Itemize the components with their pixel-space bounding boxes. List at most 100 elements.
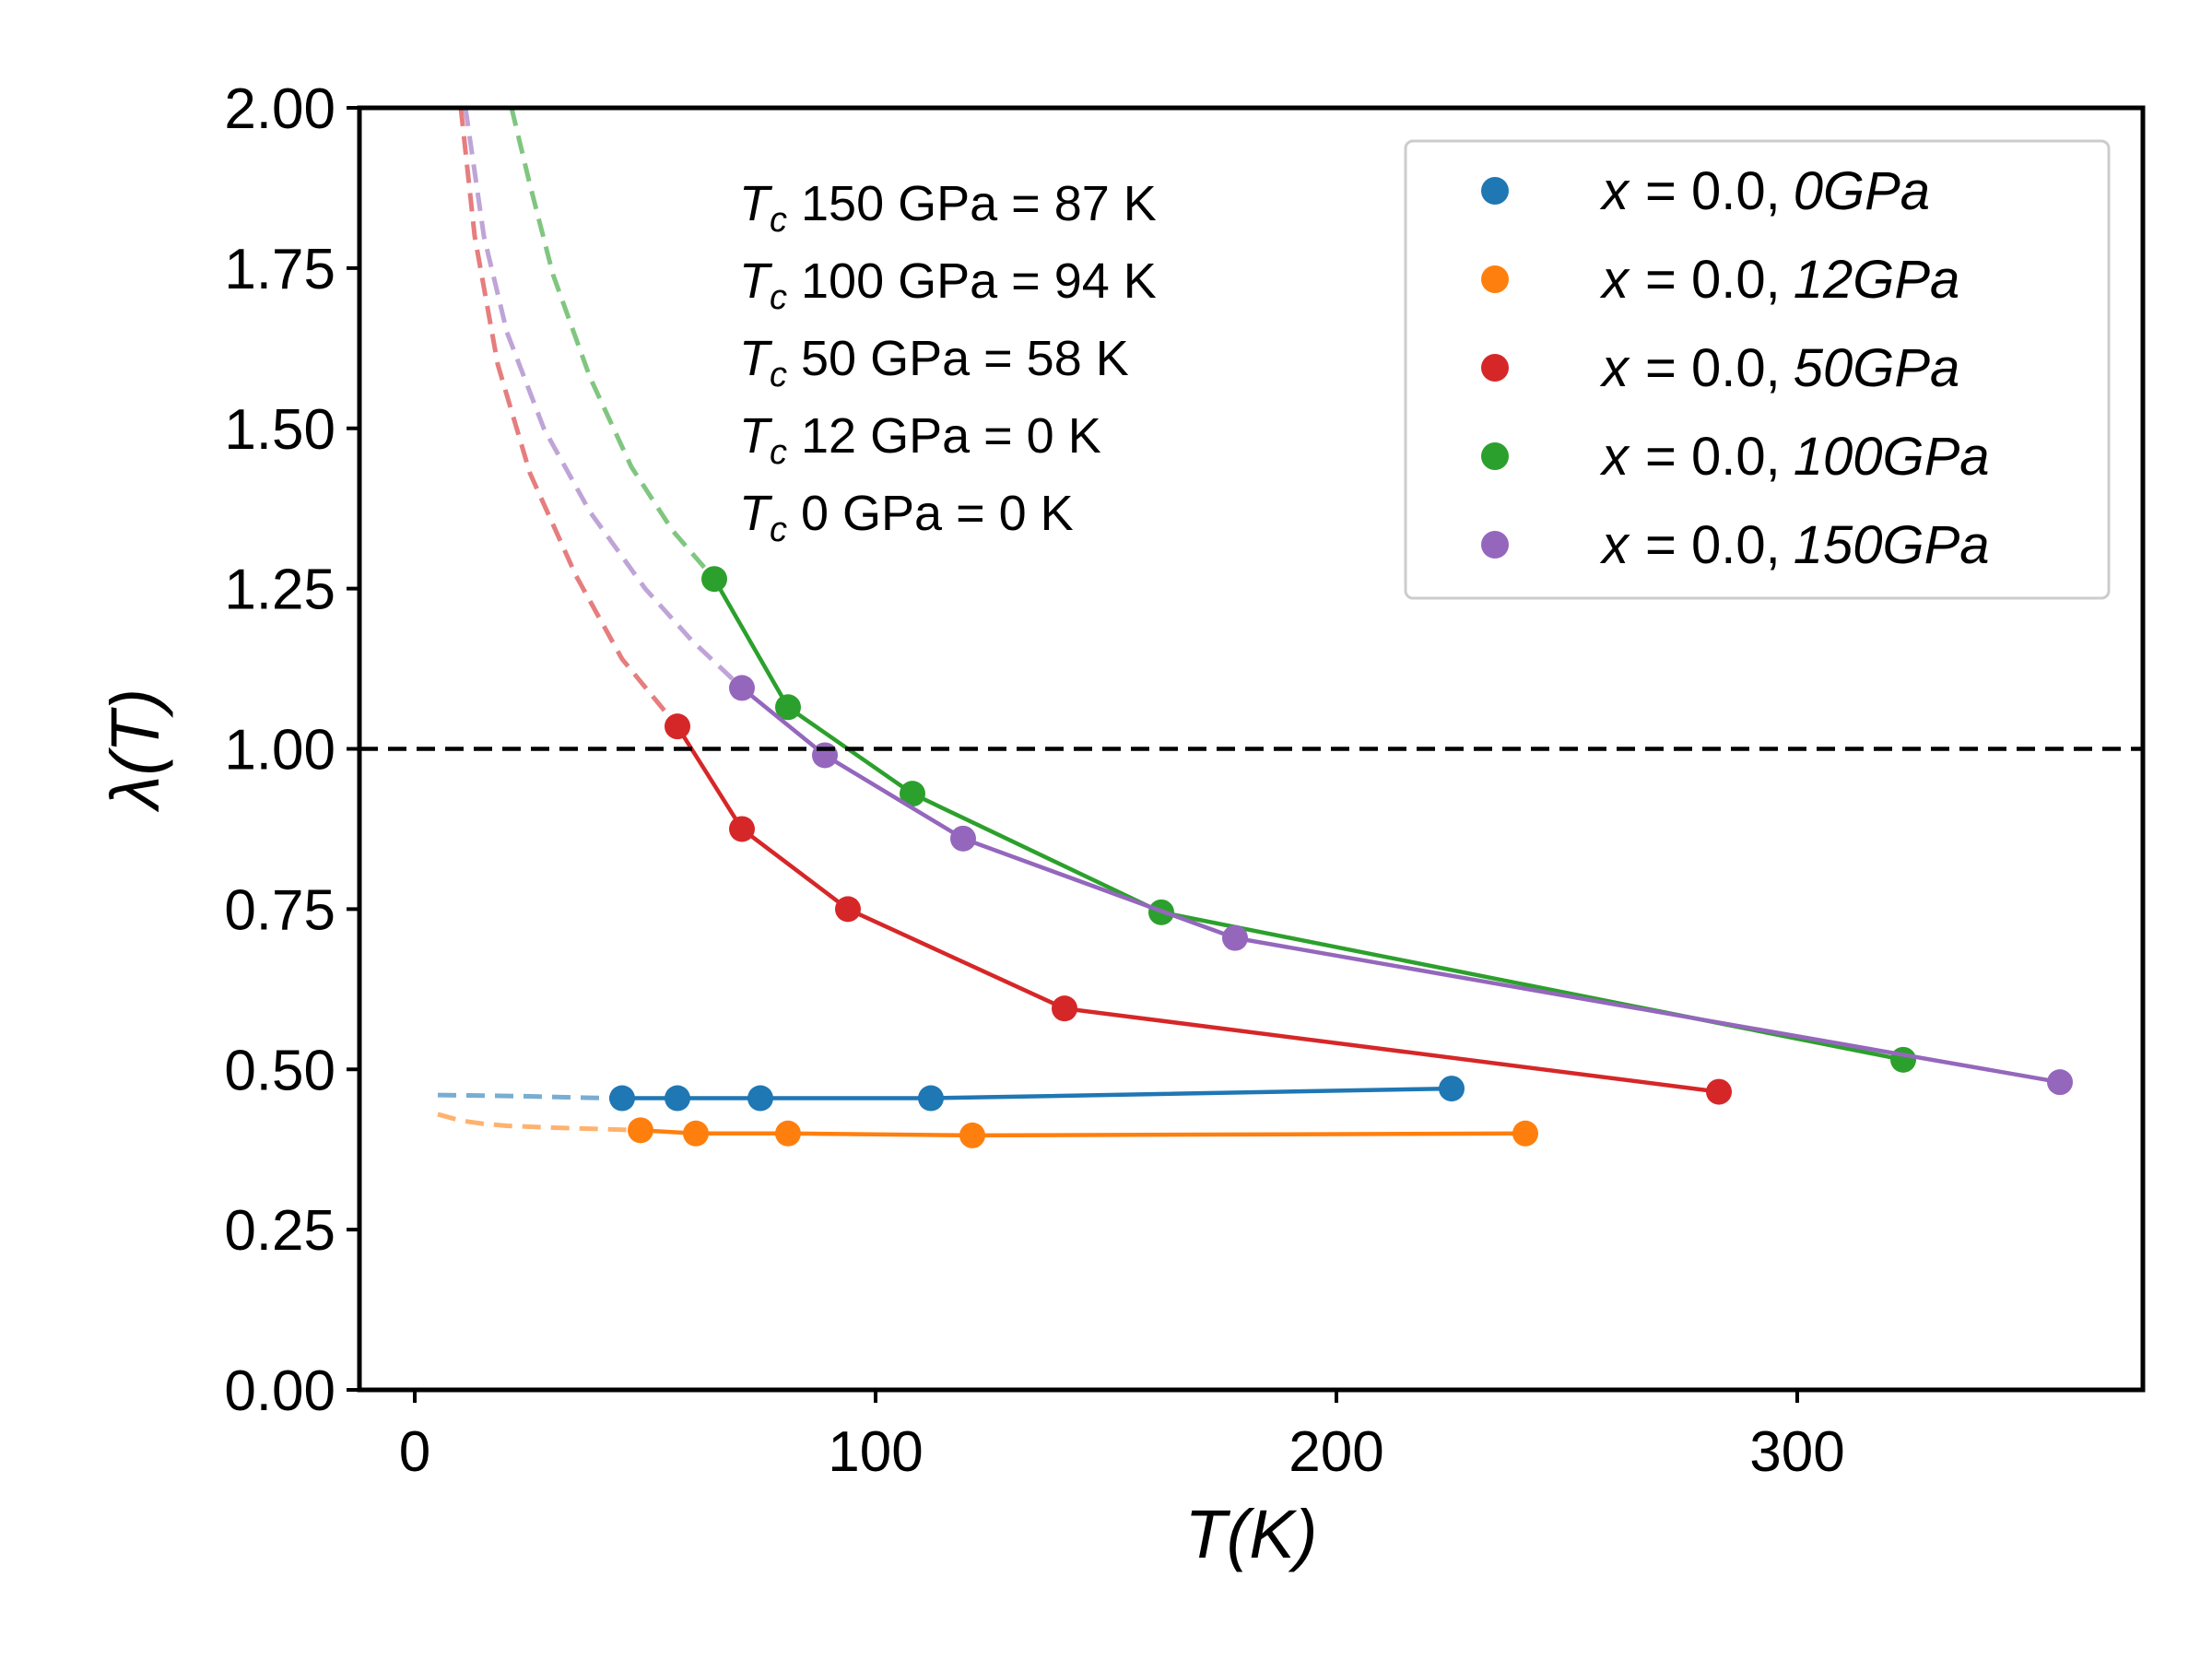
legend-marker [1481,354,1509,382]
y-tick-label: 0.25 [224,1199,335,1263]
data-point [1512,1120,1538,1147]
legend-label: x = 0.0, 0GPa [1599,161,1930,221]
legend-pressure: 0GPa [1794,161,1930,221]
series-x-0-0-0gpa [437,1076,1465,1112]
data-point [665,713,690,740]
x-tick-label: 200 [1288,1420,1383,1484]
tc-annotation: Tc 12 GPa = 0 K [739,408,1101,472]
legend-label: x = 0.0, 50GPa [1599,338,1959,398]
legend-var: x [1599,161,1630,221]
legend-var: x [1599,427,1630,487]
plot-series [359,107,2143,1148]
legend-pressure: 100GPa [1794,427,1990,487]
x-tick-label: 300 [1749,1420,1844,1484]
legend-pressure: 150GPa [1794,515,1990,575]
data-point [1706,1078,1732,1105]
legend-item: x = 0.0, 50GPa [1481,338,1959,398]
legend-label: x = 0.0, 150GPa [1599,515,1990,575]
legend-marker [1481,442,1509,470]
data-point [747,1085,773,1112]
y-axis-ticks: 0.00 0.25 0.50 0.75 1.00 1.25 1.50 1.75 2.00 [224,77,359,1423]
annotation-symbol: T [739,408,773,464]
series-x-0-0-100gpa [509,107,1916,1073]
data-point [729,816,755,842]
data-point [950,825,976,852]
data-point [900,781,925,807]
tc-annotation: Tc 50 GPa = 58 K [739,331,1129,394]
x-tick-label: 0 [399,1420,430,1484]
annotation-value: 150 GPa = 87 K [787,176,1157,231]
y-axis-label: λ(T) [97,688,173,813]
annotation-value: 100 GPa = 94 K [787,253,1157,309]
legend-eq: = 0.0, [1645,338,1781,398]
data-point [683,1120,709,1147]
annotation-subscript: c [770,356,787,394]
tc-annotations: Tc 150 GPa = 87 KTc 100 GPa = 94 KTc 50 … [739,176,1157,549]
legend-var: x [1599,515,1630,575]
legend-marker [1481,265,1509,293]
data-point [609,1085,635,1112]
annotation-subscript: c [770,433,787,472]
annotation-symbol: T [739,253,773,309]
data-point [729,675,755,701]
x-axis-ticks: 0 100 200 300 [399,1390,1845,1484]
data-point [812,742,838,769]
series-x-0-0-50gpa [458,107,1732,1105]
legend-item: x = 0.0, 100GPa [1481,427,1990,487]
y-tick-label: 1.25 [224,559,335,622]
legend-box [1404,139,2111,600]
data-point [1052,995,1077,1022]
legend-item: x = 0.0, 150GPa [1481,515,1990,575]
annotation-value: 0 GPa = 0 K [787,486,1074,541]
annotation-subscript: c [770,511,787,549]
legend-label: x = 0.0, 100GPa [1599,427,1990,487]
legend-eq: = 0.0, [1645,515,1781,575]
annotation-symbol: T [739,331,773,386]
legend-eq: = 0.0, [1645,250,1781,310]
tc-annotation: Tc 100 GPa = 94 K [739,253,1157,317]
data-point [959,1122,985,1148]
legend-var: x [1599,338,1630,398]
data-point [1439,1076,1465,1102]
x-axis-label: T(K) [1185,1496,1318,1572]
legend-eq: = 0.0, [1645,427,1781,487]
data-point [775,1120,801,1147]
legend-pressure: 12GPa [1794,250,1960,310]
y-tick-label: 0.00 [224,1359,335,1423]
legend-marker [1481,177,1509,205]
legend-var: x [1599,250,1630,310]
extrapolation-curve [437,1112,641,1133]
data-point [835,896,861,923]
data-point [2047,1069,2073,1096]
annotation-value: 12 GPa = 0 K [787,408,1101,464]
data-point [701,566,727,593]
y-tick-label: 1.75 [224,238,335,301]
data-point [665,1085,690,1112]
annotation-symbol: T [739,486,773,541]
tc-annotation: Tc 150 GPa = 87 K [739,176,1157,240]
data-point [628,1117,653,1144]
extrapolation-curve [458,107,679,728]
y-tick-label: 0.50 [224,1039,335,1102]
annotation-subscript: c [770,278,787,317]
extrapolation-curve [463,107,744,690]
y-tick-label: 0.75 [224,878,335,942]
data-point [1222,924,1248,951]
y-tick-label: 2.00 [224,77,335,141]
legend-item: x = 0.0, 12GPa [1481,250,1959,310]
annotation-symbol: T [739,176,773,231]
legend-label: x = 0.0, 12GPa [1599,250,1959,310]
tc-annotation: Tc 0 GPa = 0 K [739,486,1074,549]
y-tick-label: 1.50 [224,398,335,462]
annotation-value: 50 GPa = 58 K [787,331,1129,386]
legend-pressure: 50GPa [1794,338,1960,398]
data-point [1890,1046,1916,1073]
x-tick-label: 100 [828,1420,923,1484]
y-tick-label: 1.00 [224,719,335,782]
series-x-0-0-12gpa [437,1112,1538,1148]
data-point [918,1085,944,1112]
legend-eq: = 0.0, [1645,161,1781,221]
annotation-subscript: c [770,201,787,240]
